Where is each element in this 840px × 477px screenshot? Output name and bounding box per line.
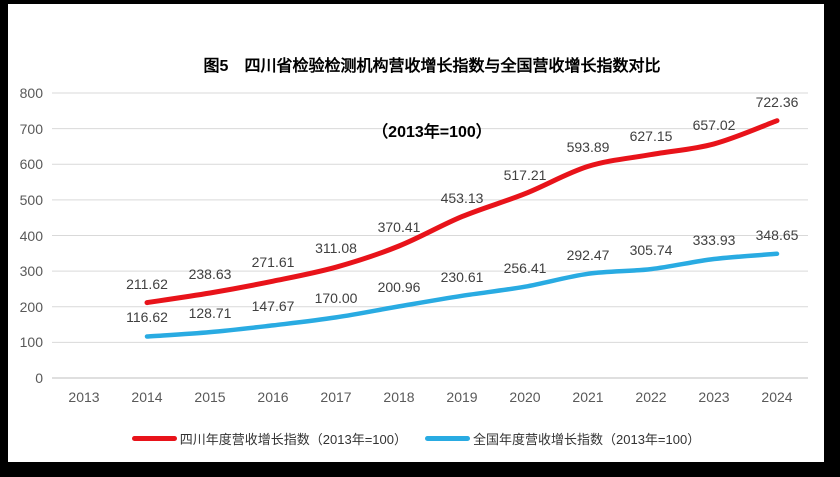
chart-panel <box>8 4 824 462</box>
chart-title: 图5 四川省检验检测机构营收增长指数与全国营收增长指数对比 （2013年=100… <box>52 12 812 188</box>
chart-title-line2: （2013年=100） <box>372 124 492 141</box>
legend-red-line-swatch <box>131 436 177 441</box>
series-line-sichuan <box>144 118 780 306</box>
legend: 四川年度营收增长指数（2013年=100） 全国年度营收增长指数（2013年=1… <box>0 429 832 448</box>
legend-blue-line-swatch <box>425 436 470 441</box>
legend-label-sichuan: 四川年度营收增长指数（2013年=100） <box>179 432 407 447</box>
legend-item-national: 全国年度营收增长指数（2013年=100） <box>425 429 700 448</box>
legend-label-national: 全国年度营收增长指数（2013年=100） <box>473 432 701 447</box>
chart-title-line1: 图5 四川省检验检测机构营收增长指数与全国营收增长指数对比 <box>203 58 661 75</box>
series-line-national <box>144 251 780 339</box>
legend-item-sichuan: 四川年度营收增长指数（2013年=100） <box>131 429 407 448</box>
